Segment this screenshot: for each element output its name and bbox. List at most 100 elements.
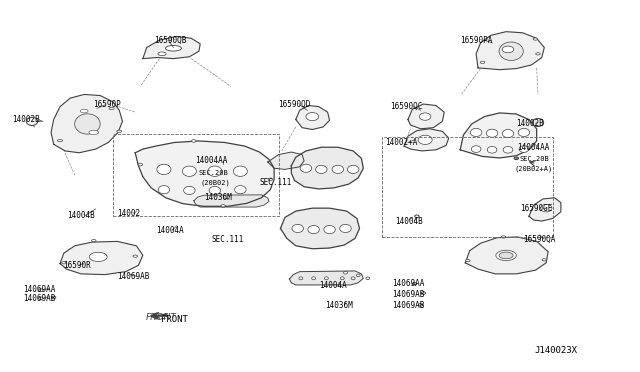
Ellipse shape (419, 304, 423, 306)
Ellipse shape (116, 130, 122, 132)
Text: 16590QC: 16590QC (390, 102, 422, 111)
Text: J140023X: J140023X (534, 346, 577, 355)
Polygon shape (143, 36, 200, 59)
Ellipse shape (184, 186, 195, 195)
Polygon shape (289, 271, 364, 285)
Polygon shape (280, 208, 360, 249)
Ellipse shape (502, 46, 514, 53)
Text: FRONT: FRONT (161, 315, 188, 324)
Polygon shape (51, 94, 122, 153)
Text: 16590R: 16590R (63, 261, 90, 270)
Ellipse shape (208, 166, 222, 176)
Polygon shape (296, 106, 330, 129)
Text: SEC.20B: SEC.20B (198, 170, 228, 176)
Text: 14004A: 14004A (319, 281, 347, 290)
Ellipse shape (501, 236, 506, 238)
Text: (20B02): (20B02) (200, 180, 230, 186)
Text: 14004A: 14004A (156, 226, 184, 235)
Ellipse shape (316, 165, 327, 173)
Ellipse shape (89, 130, 99, 135)
Text: 16590PA: 16590PA (460, 36, 492, 45)
Ellipse shape (499, 42, 524, 61)
Polygon shape (291, 147, 364, 189)
Polygon shape (268, 152, 304, 169)
Polygon shape (465, 237, 548, 274)
Ellipse shape (75, 114, 100, 134)
Ellipse shape (158, 52, 166, 56)
Ellipse shape (533, 38, 538, 40)
Ellipse shape (480, 61, 484, 63)
Ellipse shape (536, 53, 540, 55)
Ellipse shape (514, 157, 518, 160)
Ellipse shape (26, 117, 38, 125)
Ellipse shape (306, 112, 319, 121)
Ellipse shape (92, 240, 96, 242)
Ellipse shape (182, 166, 196, 176)
Polygon shape (60, 241, 143, 275)
Text: 14069AB: 14069AB (117, 272, 150, 281)
Ellipse shape (502, 129, 514, 138)
Ellipse shape (470, 128, 482, 137)
Ellipse shape (340, 277, 344, 280)
Ellipse shape (532, 118, 543, 126)
Ellipse shape (234, 166, 247, 176)
Ellipse shape (471, 146, 481, 153)
Polygon shape (460, 113, 537, 158)
Ellipse shape (308, 225, 319, 234)
Text: 16590GE: 16590GE (520, 203, 553, 213)
Text: 14069AA: 14069AA (24, 285, 56, 294)
Ellipse shape (419, 113, 431, 120)
Ellipse shape (412, 283, 417, 285)
Ellipse shape (138, 163, 143, 166)
Ellipse shape (356, 274, 360, 277)
Ellipse shape (518, 128, 530, 137)
Ellipse shape (61, 262, 66, 264)
Ellipse shape (157, 164, 171, 174)
Text: FRONT: FRONT (145, 312, 176, 322)
Text: 14002B: 14002B (516, 119, 544, 128)
Ellipse shape (499, 252, 513, 259)
Text: SEC.111: SEC.111 (211, 235, 244, 244)
Ellipse shape (344, 272, 348, 274)
Text: 14004B: 14004B (396, 217, 423, 225)
Ellipse shape (38, 289, 43, 291)
Ellipse shape (221, 205, 225, 207)
Ellipse shape (421, 292, 426, 294)
Text: (20B02+A): (20B02+A) (515, 165, 553, 171)
Ellipse shape (519, 146, 529, 153)
Polygon shape (194, 195, 269, 207)
Ellipse shape (366, 277, 370, 280)
Ellipse shape (81, 109, 88, 113)
Text: SEC.111: SEC.111 (259, 178, 292, 187)
Text: 14002: 14002 (117, 209, 140, 218)
Text: 14004AA: 14004AA (516, 143, 549, 152)
Ellipse shape (466, 260, 470, 262)
Text: 16590QB: 16590QB (154, 36, 186, 45)
Ellipse shape (312, 277, 316, 280)
Polygon shape (404, 129, 449, 151)
Ellipse shape (292, 224, 303, 232)
Ellipse shape (191, 140, 196, 142)
Text: 14004B: 14004B (67, 211, 95, 220)
Text: 14069AB: 14069AB (392, 301, 424, 311)
Ellipse shape (324, 277, 328, 280)
Text: 14069AB: 14069AB (392, 291, 424, 299)
Text: 14069AB: 14069AB (24, 294, 56, 303)
Ellipse shape (340, 224, 351, 232)
Ellipse shape (166, 45, 181, 51)
Ellipse shape (209, 186, 221, 195)
Ellipse shape (503, 147, 513, 153)
Ellipse shape (51, 296, 56, 299)
Text: 16590QD: 16590QD (278, 100, 310, 109)
Ellipse shape (38, 297, 43, 299)
Polygon shape (529, 198, 561, 221)
Polygon shape (408, 104, 444, 129)
Text: 16590QA: 16590QA (523, 235, 556, 244)
Ellipse shape (415, 215, 419, 218)
Ellipse shape (300, 164, 312, 172)
Ellipse shape (351, 277, 355, 280)
Ellipse shape (90, 252, 107, 262)
Text: SEC.20B: SEC.20B (519, 156, 549, 163)
Text: 14036M: 14036M (204, 193, 232, 202)
Ellipse shape (542, 259, 547, 261)
